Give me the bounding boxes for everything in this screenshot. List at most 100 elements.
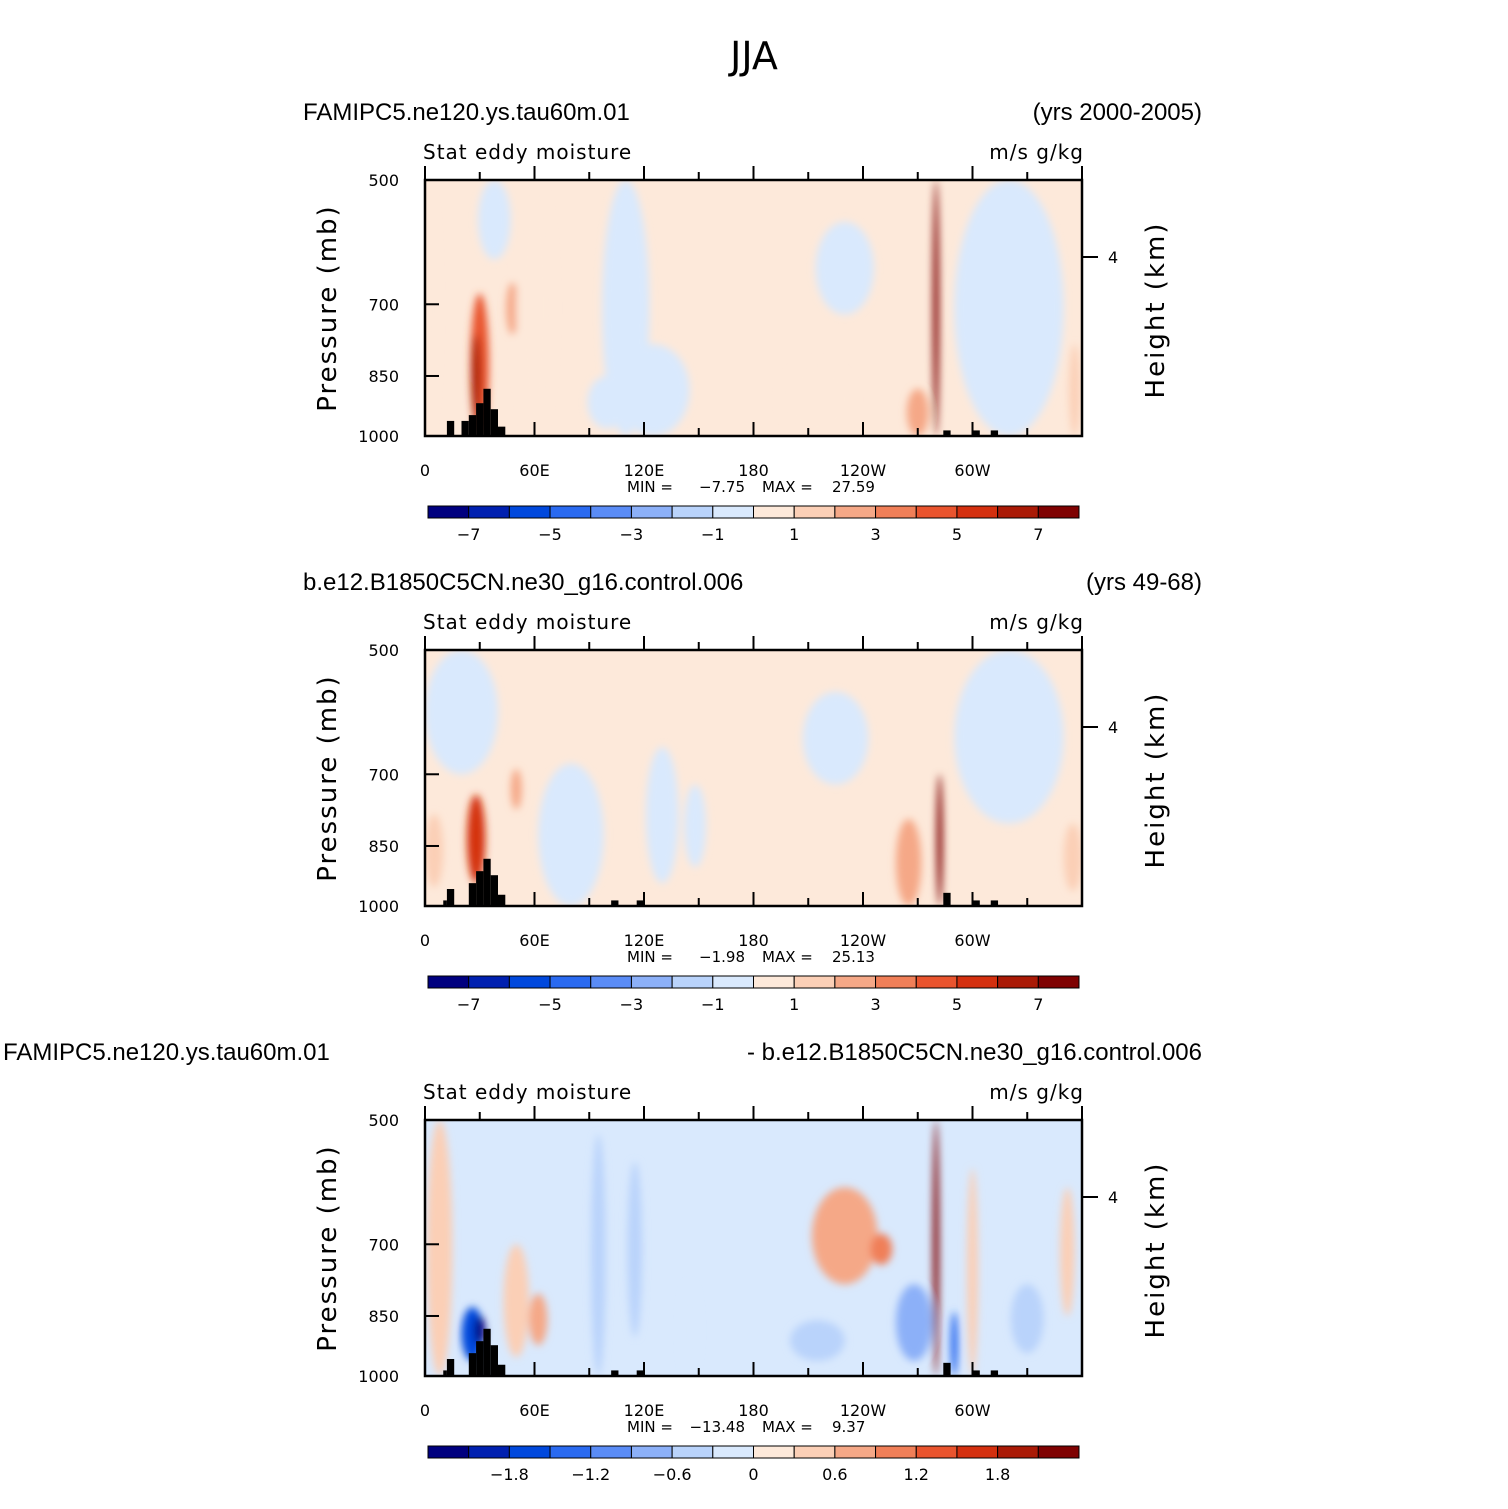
panel-left-title: FAMIPC5.ne120.ys.tau60m.01 — [3, 1039, 330, 1066]
colorbar-label: −5 — [538, 995, 562, 1014]
y-tick-label: 850 — [368, 1307, 399, 1326]
field-feature-9 — [811, 1187, 878, 1285]
height-tick-label: 4 — [1108, 248, 1118, 267]
topography — [443, 858, 999, 906]
colorbar-swatch-14 — [956, 505, 999, 519]
colorbar-swatch-8 — [712, 975, 754, 989]
topography-block-6 — [490, 1345, 498, 1376]
y-axis-label: Pressure (mb) — [313, 674, 343, 881]
colorbar-swatch-3 — [508, 975, 551, 989]
colorbar-label: −0.6 — [653, 1465, 692, 1484]
colorbar-swatch-5 — [590, 1445, 632, 1459]
x-tick-label: 60E — [519, 931, 549, 950]
colorbar-swatch-13 — [915, 1445, 958, 1459]
field-feature-14 — [780, 362, 854, 436]
topography-block-2 — [461, 420, 469, 436]
field-feature-3 — [471, 334, 481, 421]
colorbar-label: 0.6 — [822, 1465, 847, 1484]
colorbar-swatch-16 — [1037, 975, 1080, 989]
colorbar-swatch-4 — [549, 975, 592, 989]
x-tick-label: 120W — [840, 931, 887, 950]
colorbar-swatch-2 — [468, 975, 510, 989]
topography-block-4 — [476, 403, 484, 436]
colorbar-swatch-1 — [427, 1445, 470, 1459]
topography-block-3 — [468, 883, 477, 906]
colorbar-swatch-16 — [1037, 505, 1080, 519]
topography-block-8 — [611, 900, 619, 906]
field-feature-1 — [425, 180, 436, 436]
max-value: 9.37 — [832, 1418, 865, 1436]
topography-block-5 — [483, 858, 491, 906]
colorbar-swatch-8 — [712, 1445, 754, 1459]
colorbar-swatch-6 — [630, 505, 673, 519]
topography — [443, 1328, 999, 1376]
panel-left-title: b.e12.B1850C5CN.ne30_g16.control.006 — [303, 569, 743, 596]
field-feature-10 — [895, 818, 922, 906]
x-tick-label: 60E — [519, 461, 549, 480]
height-axis-label: Height (km) — [1141, 692, 1171, 869]
x-tick-label: 180 — [738, 931, 769, 950]
colorbar-label: 5 — [952, 525, 962, 544]
colorbar-swatch-9 — [753, 505, 795, 519]
topography-block-4 — [476, 871, 484, 906]
colorbar-label: 7 — [1033, 995, 1043, 1014]
field-feature-5 — [538, 763, 604, 906]
y-tick-label: 700 — [368, 765, 399, 784]
colorbar-swatch-1 — [427, 505, 470, 519]
panel-variable-label: Stat eddy moisture — [423, 1080, 632, 1104]
panel-3: FAMIPC5.ne120.ys.tau60m.01 - b.e12.B1850C… — [3, 1039, 1202, 1484]
colorbar-label: −5 — [538, 525, 562, 544]
y-tick-label: 850 — [368, 837, 399, 856]
colorbar-label: −1 — [701, 995, 725, 1014]
topography-block-6 — [490, 875, 498, 906]
x-tick-label: 0 — [420, 461, 430, 480]
y-tick-label: 500 — [368, 641, 399, 660]
min-value: −7.75 — [699, 478, 745, 496]
colorbar-swatch-15 — [997, 975, 1039, 989]
y-tick-label: 1000 — [358, 1367, 399, 1386]
field-feature-8 — [682, 1284, 697, 1376]
colorbar-label: 3 — [870, 995, 880, 1014]
y-tick-label: 1000 — [358, 427, 399, 446]
topography-block-8 — [943, 430, 951, 436]
x-tick-label: 120E — [624, 461, 665, 480]
topography-block-9 — [636, 900, 644, 906]
colorbar-swatch-7 — [671, 1445, 714, 1459]
max-label: MAX = — [762, 1418, 813, 1436]
topography-block-3 — [468, 1353, 477, 1376]
field-feature-6 — [591, 1134, 606, 1376]
field-feature-12 — [895, 1284, 933, 1361]
colorbar: −1.8 −1.2 −0.6 0 0.6 1.2 1.8 — [427, 1445, 1080, 1484]
topography-block-12 — [990, 1370, 999, 1376]
topography-block-12 — [990, 900, 999, 906]
colorbar-label: 1.2 — [904, 1465, 929, 1484]
colorbar-swatch-3 — [508, 1445, 551, 1459]
panel-right-title: - b.e12.B1850C5CN.ne30_g16.control.006 — [747, 1039, 1202, 1066]
topography-block-9 — [972, 430, 980, 436]
x-tick-label: 60W — [954, 931, 990, 950]
topography-block-11 — [972, 1370, 980, 1376]
plot-area — [425, 1120, 1082, 1376]
field-feature-1 — [425, 650, 498, 775]
colorbar-swatch-15 — [997, 1445, 1039, 1459]
max-label: MAX = — [762, 478, 813, 496]
figure-title: JJA — [730, 34, 778, 78]
colorbar-swatch-11 — [834, 1445, 877, 1459]
field-feature-14 — [950, 1311, 958, 1376]
field-feature-9 — [936, 774, 943, 906]
colorbar-label: −1 — [701, 525, 725, 544]
colorbar-label: 5 — [952, 995, 962, 1014]
y-tick-label: 700 — [368, 295, 399, 314]
field-feature-5 — [516, 180, 553, 436]
topography-block-1 — [443, 1370, 447, 1376]
field-feature-2 — [425, 814, 444, 888]
min-value: −13.48 — [689, 1418, 745, 1436]
x-tick-label: 60W — [954, 1401, 990, 1420]
field-feature-11 — [933, 180, 939, 436]
colorbar-label: 1 — [789, 525, 799, 544]
colorbar-swatch-4 — [549, 1445, 592, 1459]
field-feature-9 — [587, 375, 628, 429]
max-label: MAX = — [762, 948, 813, 966]
colorbar-label: −7 — [457, 995, 481, 1014]
